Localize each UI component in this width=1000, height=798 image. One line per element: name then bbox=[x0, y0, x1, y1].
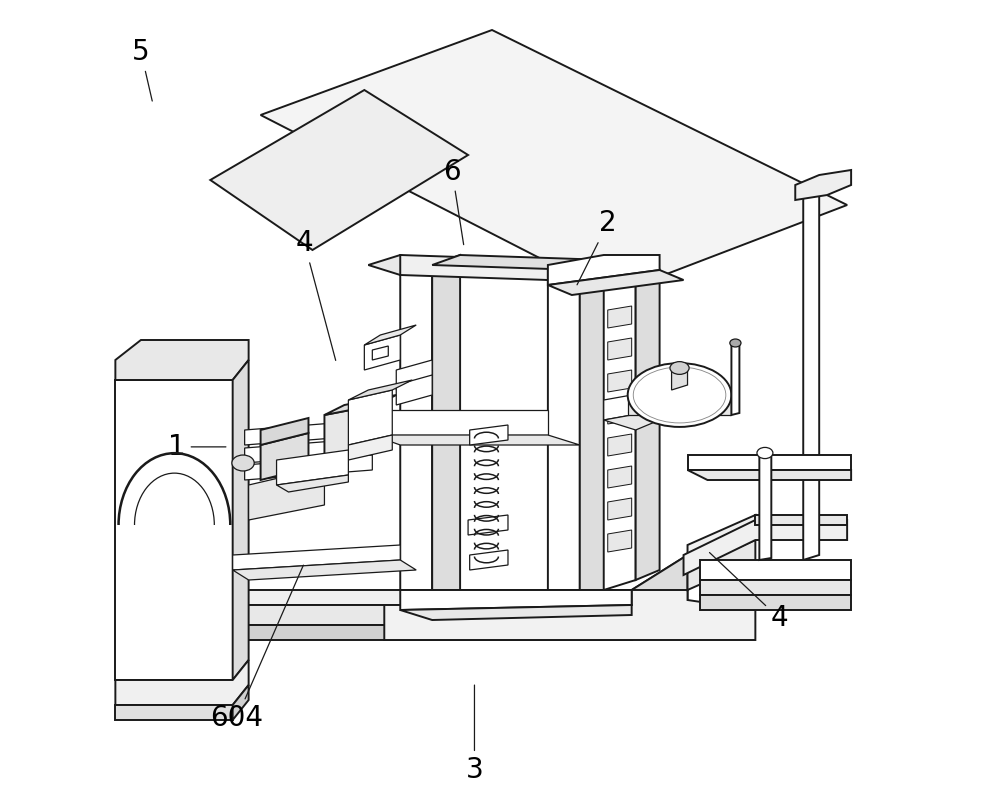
Polygon shape bbox=[548, 255, 660, 285]
Polygon shape bbox=[245, 420, 372, 445]
Polygon shape bbox=[432, 255, 460, 610]
Text: 4: 4 bbox=[710, 552, 788, 633]
Polygon shape bbox=[688, 540, 755, 590]
Polygon shape bbox=[277, 450, 348, 485]
Polygon shape bbox=[684, 520, 847, 575]
Polygon shape bbox=[324, 405, 376, 460]
Polygon shape bbox=[324, 395, 396, 415]
Text: 6: 6 bbox=[443, 157, 464, 245]
Polygon shape bbox=[604, 410, 660, 430]
Polygon shape bbox=[608, 402, 632, 424]
Polygon shape bbox=[700, 595, 851, 610]
Polygon shape bbox=[755, 515, 847, 525]
Polygon shape bbox=[803, 190, 819, 560]
Ellipse shape bbox=[633, 367, 726, 423]
Polygon shape bbox=[348, 390, 392, 445]
Polygon shape bbox=[233, 555, 688, 605]
Polygon shape bbox=[115, 380, 233, 680]
Polygon shape bbox=[400, 255, 548, 280]
Polygon shape bbox=[731, 343, 739, 415]
Polygon shape bbox=[688, 455, 851, 470]
Polygon shape bbox=[261, 418, 308, 445]
Polygon shape bbox=[604, 390, 660, 420]
Polygon shape bbox=[759, 453, 771, 560]
Polygon shape bbox=[548, 270, 684, 295]
Text: 5: 5 bbox=[132, 38, 152, 101]
Text: 1: 1 bbox=[168, 433, 226, 461]
Polygon shape bbox=[803, 185, 835, 195]
Polygon shape bbox=[233, 625, 632, 640]
Polygon shape bbox=[384, 590, 755, 640]
Polygon shape bbox=[636, 270, 660, 580]
Polygon shape bbox=[277, 475, 348, 492]
Polygon shape bbox=[608, 338, 632, 360]
Polygon shape bbox=[688, 515, 755, 555]
Polygon shape bbox=[608, 466, 632, 488]
Polygon shape bbox=[368, 255, 432, 275]
Polygon shape bbox=[115, 340, 249, 380]
Polygon shape bbox=[608, 306, 632, 328]
Text: 3: 3 bbox=[466, 685, 483, 784]
Text: 604: 604 bbox=[210, 565, 303, 733]
Ellipse shape bbox=[232, 455, 254, 471]
Ellipse shape bbox=[628, 363, 731, 427]
Polygon shape bbox=[396, 375, 432, 405]
Polygon shape bbox=[210, 90, 468, 250]
Polygon shape bbox=[249, 472, 324, 520]
Ellipse shape bbox=[757, 448, 773, 459]
Polygon shape bbox=[400, 265, 432, 620]
Polygon shape bbox=[604, 265, 660, 290]
Polygon shape bbox=[245, 438, 372, 463]
Polygon shape bbox=[470, 550, 508, 570]
Polygon shape bbox=[632, 555, 688, 625]
Polygon shape bbox=[700, 580, 851, 595]
Ellipse shape bbox=[670, 361, 689, 374]
Polygon shape bbox=[608, 498, 632, 520]
Polygon shape bbox=[700, 560, 851, 580]
Polygon shape bbox=[604, 280, 636, 590]
Polygon shape bbox=[372, 410, 548, 435]
Polygon shape bbox=[115, 705, 233, 720]
Polygon shape bbox=[548, 270, 580, 620]
Polygon shape bbox=[688, 470, 851, 480]
Polygon shape bbox=[233, 560, 416, 580]
Polygon shape bbox=[364, 325, 416, 345]
Polygon shape bbox=[348, 435, 392, 460]
Polygon shape bbox=[580, 260, 608, 610]
Polygon shape bbox=[261, 433, 308, 480]
Polygon shape bbox=[470, 425, 508, 445]
Polygon shape bbox=[688, 525, 755, 570]
Polygon shape bbox=[432, 255, 608, 270]
Polygon shape bbox=[372, 435, 580, 445]
Ellipse shape bbox=[730, 339, 741, 347]
Polygon shape bbox=[795, 170, 851, 200]
Polygon shape bbox=[233, 685, 249, 720]
Text: 2: 2 bbox=[577, 209, 617, 285]
Polygon shape bbox=[608, 434, 632, 456]
Polygon shape bbox=[400, 590, 632, 610]
Polygon shape bbox=[348, 380, 412, 400]
Polygon shape bbox=[115, 660, 249, 705]
Polygon shape bbox=[632, 590, 688, 640]
Polygon shape bbox=[233, 360, 249, 680]
Polygon shape bbox=[364, 335, 400, 370]
Polygon shape bbox=[672, 365, 688, 390]
Polygon shape bbox=[261, 30, 847, 295]
Polygon shape bbox=[372, 346, 388, 360]
Polygon shape bbox=[233, 545, 400, 570]
Polygon shape bbox=[468, 515, 508, 535]
Text: 4: 4 bbox=[296, 229, 336, 361]
Polygon shape bbox=[400, 605, 632, 620]
Polygon shape bbox=[396, 360, 432, 390]
Polygon shape bbox=[628, 395, 731, 415]
Polygon shape bbox=[245, 455, 372, 480]
Polygon shape bbox=[516, 260, 580, 280]
Polygon shape bbox=[608, 530, 632, 552]
Polygon shape bbox=[233, 605, 632, 625]
Polygon shape bbox=[608, 370, 632, 392]
